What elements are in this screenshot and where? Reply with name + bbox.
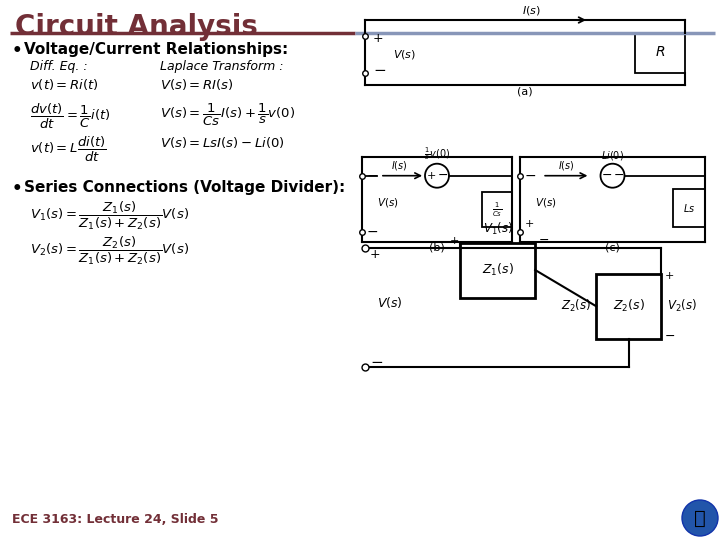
Text: −: − xyxy=(665,330,675,343)
Text: (a): (a) xyxy=(517,86,533,96)
Text: +: + xyxy=(426,171,436,181)
Text: $R$: $R$ xyxy=(654,45,665,59)
Text: $V(s) = \dfrac{1}{Cs}I(s) + \dfrac{1}{s}v(0)$: $V(s) = \dfrac{1}{Cs}I(s) + \dfrac{1}{s}… xyxy=(160,102,295,128)
Text: +: + xyxy=(373,32,384,45)
Text: +: + xyxy=(525,219,534,229)
Text: +: + xyxy=(370,247,381,260)
Bar xyxy=(635,32,685,72)
Text: −: − xyxy=(373,63,386,78)
Text: $\dfrac{dv(t)}{dt} = \dfrac{1}{C}i(t)$: $\dfrac{dv(t)}{dt} = \dfrac{1}{C}i(t)$ xyxy=(30,102,111,131)
Text: ECE 3163: Lecture 24, Slide 5: ECE 3163: Lecture 24, Slide 5 xyxy=(12,513,218,526)
Text: Series Connections (Voltage Divider):: Series Connections (Voltage Divider): xyxy=(24,180,346,195)
Text: $V_1(s)$: $V_1(s)$ xyxy=(482,221,513,238)
Text: $V(s)$: $V(s)$ xyxy=(535,195,557,208)
Text: 🌐: 🌐 xyxy=(694,509,706,528)
Text: −: − xyxy=(438,169,449,182)
Text: −: − xyxy=(525,168,536,183)
Text: −: − xyxy=(367,168,379,183)
Text: −: − xyxy=(601,169,612,182)
Text: $Z_1(s)$: $Z_1(s)$ xyxy=(482,262,513,278)
Text: Voltage/Current Relationships:: Voltage/Current Relationships: xyxy=(24,42,288,57)
Text: (b): (b) xyxy=(429,242,445,252)
Text: +: + xyxy=(665,271,675,281)
Text: $V_1(s) = \dfrac{Z_1(s)}{Z_1(s)+Z_2(s)}V(s)$: $V_1(s) = \dfrac{Z_1(s)}{Z_1(s)+Z_2(s)}V… xyxy=(30,200,189,232)
Text: •: • xyxy=(12,180,22,198)
Text: +: + xyxy=(450,235,459,246)
Text: −: − xyxy=(539,234,549,247)
Text: $V(s) = LsI(s) - Li(0)$: $V(s) = LsI(s) - Li(0)$ xyxy=(160,135,285,150)
Text: $V(s)$: $V(s)$ xyxy=(377,195,399,208)
Bar xyxy=(482,192,512,227)
Bar xyxy=(673,188,705,226)
Text: $\frac{1}{s}v(0)$: $\frac{1}{s}v(0)$ xyxy=(424,145,450,161)
Text: −: − xyxy=(370,355,383,370)
Text: $I(s)$: $I(s)$ xyxy=(558,159,575,172)
Circle shape xyxy=(682,500,718,536)
Text: $Z_2(s)$: $Z_2(s)$ xyxy=(613,298,644,314)
Bar xyxy=(596,274,661,339)
Text: $I(s)$: $I(s)$ xyxy=(522,4,541,17)
Text: −: − xyxy=(613,169,624,182)
Bar xyxy=(460,242,535,298)
Text: (c): (c) xyxy=(605,242,620,252)
Text: −: − xyxy=(367,225,379,239)
Text: •: • xyxy=(12,42,22,60)
Text: $V(s)$: $V(s)$ xyxy=(377,295,402,310)
Text: Circuit Analysis: Circuit Analysis xyxy=(15,13,258,41)
Text: Diff. Eq. :: Diff. Eq. : xyxy=(30,60,88,73)
Text: Laplace Transform :: Laplace Transform : xyxy=(160,60,284,73)
Text: $V_2(s)$: $V_2(s)$ xyxy=(667,298,697,314)
Text: $\frac{1}{Cs}$: $\frac{1}{Cs}$ xyxy=(492,200,502,219)
Text: $v(t) = L\dfrac{di(t)}{dt}$: $v(t) = L\dfrac{di(t)}{dt}$ xyxy=(30,135,107,164)
Text: $I(s)$: $I(s)$ xyxy=(391,159,408,172)
Text: $Z_2(s)$: $Z_2(s)$ xyxy=(561,298,591,314)
Text: $V(s)$: $V(s)$ xyxy=(393,48,416,61)
Text: $V(s) = RI(s)$: $V(s) = RI(s)$ xyxy=(160,77,234,92)
Text: $V_2(s) = \dfrac{Z_2(s)}{Z_1(s)+Z_2(s)}V(s)$: $V_2(s) = \dfrac{Z_2(s)}{Z_1(s)+Z_2(s)}V… xyxy=(30,235,189,267)
Text: $Li(0)$: $Li(0)$ xyxy=(601,148,624,161)
Text: $v(t) = Ri(t)$: $v(t) = Ri(t)$ xyxy=(30,77,99,92)
Text: $Ls$: $Ls$ xyxy=(683,201,695,213)
